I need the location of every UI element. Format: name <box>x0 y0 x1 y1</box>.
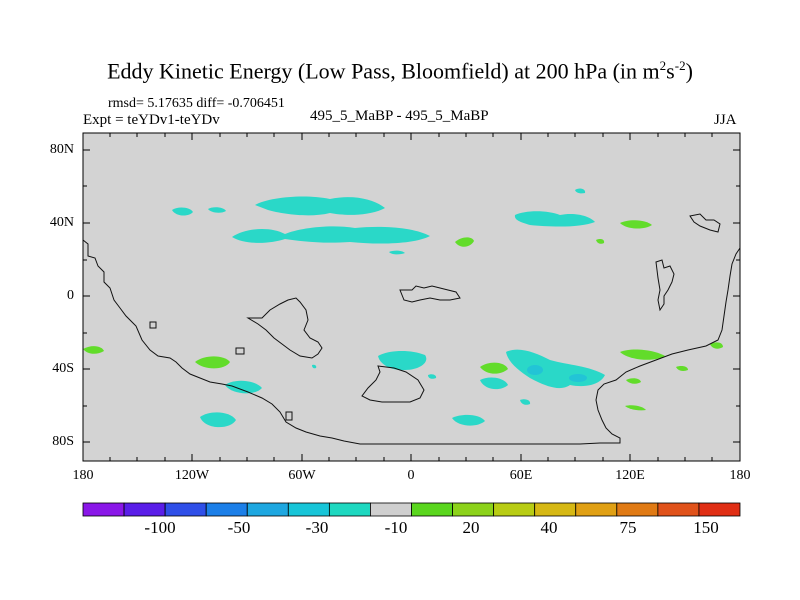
colorbar-box <box>328 502 371 517</box>
lon-label-120e: 120E <box>615 468 645 483</box>
lon-label-180e: 180 <box>729 468 751 483</box>
anomaly-patch <box>208 207 226 213</box>
coastline <box>399 285 461 303</box>
positive-anomaly-patches <box>83 220 723 411</box>
colorbar-box <box>82 502 125 517</box>
anomaly-core <box>527 365 543 375</box>
anomaly-patch <box>710 342 723 349</box>
colorbar-label: 40 <box>540 518 558 537</box>
anomaly-core <box>569 374 587 382</box>
anomaly-patch <box>480 362 508 374</box>
colorbar-box <box>493 502 536 517</box>
lon-label-0: 0 <box>407 468 415 483</box>
coastline <box>361 365 425 403</box>
colorbar-box <box>205 502 248 517</box>
anomaly-patch <box>195 356 230 369</box>
lat-label-80n: 80N <box>49 142 74 157</box>
colorbar-label: 20 <box>462 518 480 537</box>
lat-label-40n: 40N <box>49 215 74 230</box>
title-text: Eddy Kinetic Energy (Low Pass, Bloomfiel… <box>107 58 660 84</box>
anomaly-patch <box>312 364 317 369</box>
colorbar <box>82 502 741 517</box>
figure-title: Eddy Kinetic Energy (Low Pass, Bloomfiel… <box>0 58 800 84</box>
title-superscript-1: 2 <box>659 58 667 73</box>
anomaly-patch <box>452 414 485 426</box>
title-close: ) <box>685 58 693 84</box>
anomaly-patch <box>596 239 605 244</box>
coastline <box>235 347 245 355</box>
colorbar-box <box>616 502 659 517</box>
anomaly-patch <box>620 349 665 360</box>
coastline <box>655 259 675 312</box>
coastline <box>689 213 721 233</box>
anomaly-patch <box>83 346 104 354</box>
anomaly-patch <box>620 220 652 229</box>
anomaly-patch <box>378 350 427 371</box>
title-unit-s: s <box>666 58 675 84</box>
colorbar-label: -10 <box>384 518 408 537</box>
experiment-label: Expt = teYDv1-teYDv <box>83 112 220 128</box>
anomaly-patch <box>575 188 586 194</box>
colorbar-box <box>246 502 289 517</box>
lat-label-0: 0 <box>67 288 74 303</box>
anomaly-patch <box>514 211 595 227</box>
anomaly-patch <box>455 237 474 247</box>
anomaly-patch <box>520 399 531 405</box>
coastline <box>246 297 323 359</box>
anomaly-patch <box>626 378 641 384</box>
season-label: JJA <box>714 112 737 128</box>
coastline <box>82 239 741 445</box>
lat-ticks <box>83 149 740 443</box>
coastlines <box>82 213 741 445</box>
colorbar-label: 75 <box>619 518 637 537</box>
anomaly-patch <box>232 226 430 244</box>
anomaly-patch <box>428 374 437 379</box>
colorbar-label: -100 <box>144 518 176 537</box>
lon-label-180w: 180 <box>72 468 94 483</box>
lon-label-60e: 60E <box>509 468 533 483</box>
colorbar-box <box>534 502 577 517</box>
case-comparison-label: 495_5_MaBP - 495_5_MaBP <box>310 108 489 124</box>
anomaly-patch <box>172 207 193 216</box>
anomaly-patch <box>255 196 385 216</box>
colorbar-box <box>575 502 618 517</box>
rmsd-diff-label: rmsd= 5.17635 diff= -0.706451 <box>108 96 285 111</box>
colorbar-box <box>123 502 166 517</box>
anomaly-patch <box>225 380 262 394</box>
colorbar-box <box>452 502 495 517</box>
anomaly-patch <box>676 366 688 371</box>
colorbar-box <box>370 502 412 517</box>
colorbar-box <box>164 502 207 517</box>
anomaly-patch <box>625 405 646 411</box>
coastline <box>149 321 157 329</box>
title-superscript-2: -2 <box>674 58 686 73</box>
colorbar-label: -30 <box>305 518 329 537</box>
anomaly-patch <box>480 377 508 390</box>
map-plot-area <box>83 133 740 461</box>
lat-label-80s: 80S <box>52 434 74 449</box>
colorbar-box <box>698 502 741 517</box>
lon-label-120w: 120W <box>174 468 210 483</box>
colorbar-label: -50 <box>227 518 251 537</box>
colorbar-box <box>411 502 453 517</box>
colorbar-box <box>657 502 700 517</box>
anomaly-patch <box>200 412 236 428</box>
lon-label-60w: 60W <box>288 468 316 483</box>
lat-label-40s: 40S <box>52 361 74 376</box>
colorbar-box <box>287 502 330 517</box>
colorbar-label: 150 <box>693 518 719 537</box>
anomaly-patch <box>389 250 405 255</box>
lon-ticks <box>109 133 713 461</box>
coastline <box>285 411 293 421</box>
